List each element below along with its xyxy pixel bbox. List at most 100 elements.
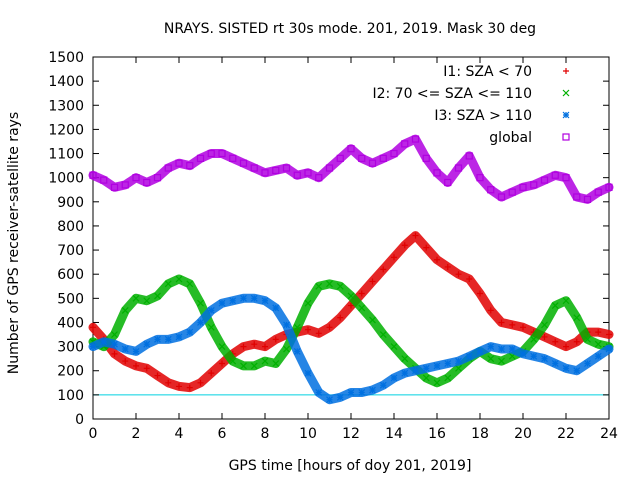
- data-point: [541, 355, 548, 363]
- x-tick-label: 24: [600, 426, 618, 442]
- data-point: [551, 302, 559, 309]
- data-point: [594, 340, 602, 348]
- data-point: [390, 343, 398, 351]
- data-point: [423, 244, 430, 251]
- data-point: [412, 367, 419, 375]
- data-point: [595, 329, 602, 336]
- data-point: [229, 297, 237, 305]
- data-point: [412, 232, 419, 239]
- data-point: [326, 324, 333, 331]
- data-point: [293, 171, 301, 179]
- data-point: [541, 321, 548, 329]
- x-tick-label: 14: [385, 426, 403, 442]
- y-tick-label: 300: [57, 340, 84, 356]
- y-tick-label: 500: [57, 291, 84, 307]
- data-point: [153, 174, 162, 182]
- data-point: [562, 364, 570, 372]
- data-point: [498, 357, 505, 365]
- data-point: [433, 362, 441, 370]
- data-point: [315, 389, 323, 396]
- data-point: [251, 341, 258, 348]
- data-point: [111, 350, 118, 357]
- x-tick-label: 20: [514, 426, 532, 442]
- data-point: [379, 331, 387, 338]
- data-point: [606, 331, 612, 338]
- data-point: [498, 319, 505, 326]
- data-point: [154, 372, 161, 379]
- data-point: [326, 396, 333, 404]
- data-point: [380, 266, 387, 273]
- y-tick-label: 100: [57, 388, 84, 404]
- y-tick-label: 400: [57, 315, 84, 331]
- y-tick-label: 1300: [48, 98, 84, 114]
- data-point: [197, 299, 204, 307]
- data-point: [186, 280, 194, 288]
- data-point: [89, 343, 97, 351]
- data-point: [401, 140, 409, 148]
- data-point: [121, 345, 129, 353]
- legend: I1: SZA < 70 I2: 70 <= SZA <= 110 I3: SZA …: [372, 64, 570, 146]
- data-point: [487, 307, 494, 314]
- data-point: [196, 154, 205, 162]
- data-point: [573, 193, 581, 201]
- data-point: [379, 381, 387, 389]
- data-point: [520, 324, 526, 331]
- data-point: [293, 323, 301, 331]
- data-point: [261, 169, 269, 177]
- data-point: [487, 186, 495, 194]
- data-point: [122, 358, 129, 365]
- data-point: [551, 171, 559, 179]
- data-point: [509, 321, 516, 328]
- data-point: [465, 352, 473, 360]
- data-point: [401, 355, 409, 363]
- data-point: [530, 181, 538, 189]
- data-point: [240, 294, 247, 302]
- data-point: [434, 256, 440, 263]
- data-point: [594, 188, 602, 196]
- data-point: [605, 183, 613, 191]
- data-point: [465, 152, 473, 160]
- data-point: [133, 362, 139, 369]
- data-point: [358, 154, 366, 162]
- legend-marker: [562, 89, 570, 97]
- y-tick-label: 1200: [48, 122, 84, 138]
- data-point: [326, 280, 333, 288]
- data-point: [530, 352, 538, 360]
- data-point: [444, 263, 451, 270]
- data-point: [272, 304, 280, 312]
- data-point: [197, 319, 204, 326]
- data-point: [508, 345, 516, 353]
- x-tick-label: 6: [218, 426, 227, 442]
- data-point: [562, 174, 570, 182]
- data-point: [154, 335, 161, 343]
- data-point: [476, 348, 484, 355]
- data-point: [282, 164, 291, 172]
- data-point: [337, 314, 344, 321]
- data-point: [497, 193, 506, 201]
- data-point: [347, 292, 355, 300]
- data-point: [164, 164, 172, 172]
- x-tick-label: 2: [132, 426, 141, 442]
- y-tick-label: 200: [57, 364, 84, 380]
- data-point: [261, 357, 269, 365]
- data-point: [551, 360, 559, 367]
- data-point: [143, 297, 151, 305]
- y-tick-label: 1100: [48, 147, 84, 163]
- data-point: [283, 345, 290, 353]
- axis-ticks: 0 2 4 6 8 10 12 14 16 18 20 22 240100200300400500600…: [48, 50, 618, 442]
- legend-label: I3: SZA > 110: [434, 108, 532, 124]
- y-tick-label: 0: [75, 412, 84, 428]
- data-point: [563, 343, 569, 350]
- data-point: [175, 275, 183, 283]
- data-point: [132, 174, 140, 182]
- data-point: [250, 294, 258, 302]
- data-point: [175, 159, 183, 167]
- data-point: [347, 145, 355, 153]
- data-point: [519, 350, 527, 358]
- data-point: [132, 294, 140, 302]
- data-point: [186, 328, 194, 336]
- data-point: [325, 164, 334, 172]
- data-point: [143, 365, 150, 372]
- data-point: [154, 292, 161, 300]
- data-point: [132, 348, 140, 355]
